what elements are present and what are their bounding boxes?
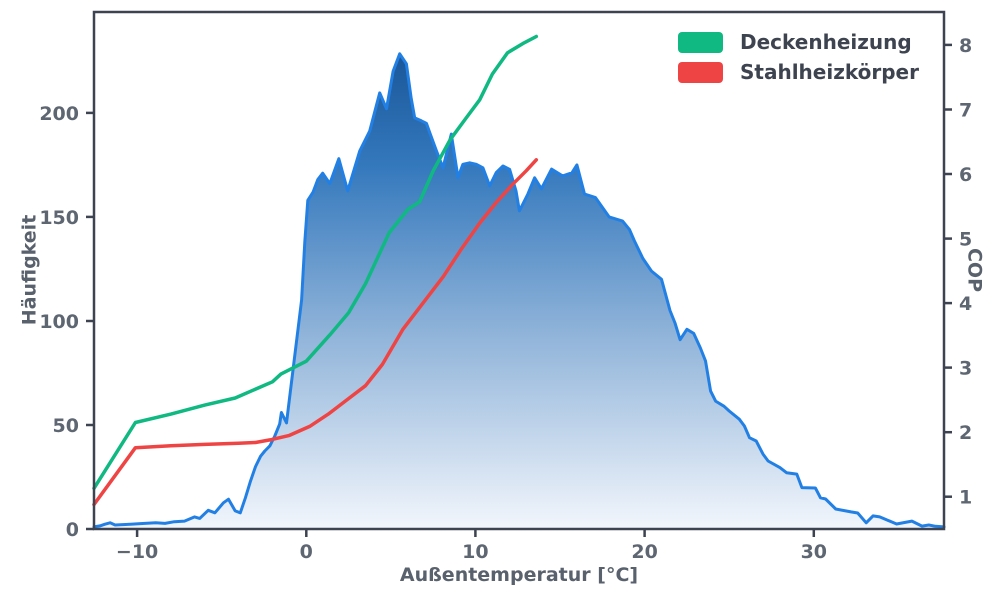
- right-y-tick-label: 5: [959, 229, 972, 251]
- right-y-tick-label: 4: [959, 293, 972, 315]
- left-y-tick-label: 50: [53, 415, 79, 437]
- x-axis-tick-label: 30: [801, 541, 827, 563]
- left-y-tick-label: 150: [39, 207, 79, 229]
- legend: Deckenheizung Stahlheizkörper: [678, 30, 919, 84]
- legend-swatch-stahlheizkoerper: [678, 62, 723, 83]
- histogram-outline: [92, 52, 946, 529]
- legend-label-stahlheizkoerper: Stahlheizkörper: [740, 60, 919, 84]
- right-y-axis-title: COP: [964, 248, 986, 292]
- deckenheizung-line: [92, 34, 539, 491]
- cop-lines-group: [92, 34, 539, 507]
- x-axis-tick-label: 20: [631, 541, 657, 563]
- left-y-axis-title: Häufigkeit: [19, 215, 41, 326]
- histogram-area-group: [92, 52, 946, 530]
- x-axis-tick-label: −10: [116, 541, 158, 563]
- right-y-tick-label: 8: [959, 35, 972, 57]
- histogram-area: [94, 53, 944, 530]
- right-y-tick-label: 1: [959, 487, 972, 509]
- plot-border: [92, 10, 946, 531]
- legend-swatch-deckenheizung: [678, 32, 723, 53]
- left-y-tick-label: 200: [39, 103, 79, 125]
- right-y-tick-label: 7: [959, 100, 972, 122]
- right-y-tick-label: 3: [959, 358, 972, 380]
- stahlheizk-rper-line: [92, 158, 539, 507]
- axis-ticks-group: −10 0 10 20 30 0 50 100 150 200 1 2 3 4 5 6 7 8: [39, 35, 972, 563]
- x-axis-tick-label: 0: [300, 541, 313, 563]
- x-axis-tick-label: 10: [462, 541, 488, 563]
- legend-label-deckenheizung: Deckenheizung: [740, 30, 912, 54]
- right-y-tick-label: 2: [959, 422, 972, 444]
- left-y-tick-label: 0: [66, 519, 79, 541]
- right-y-tick-label: 6: [959, 164, 972, 186]
- x-axis-title: Außentemperatur [°C]: [400, 564, 638, 586]
- left-y-tick-label: 100: [39, 311, 79, 333]
